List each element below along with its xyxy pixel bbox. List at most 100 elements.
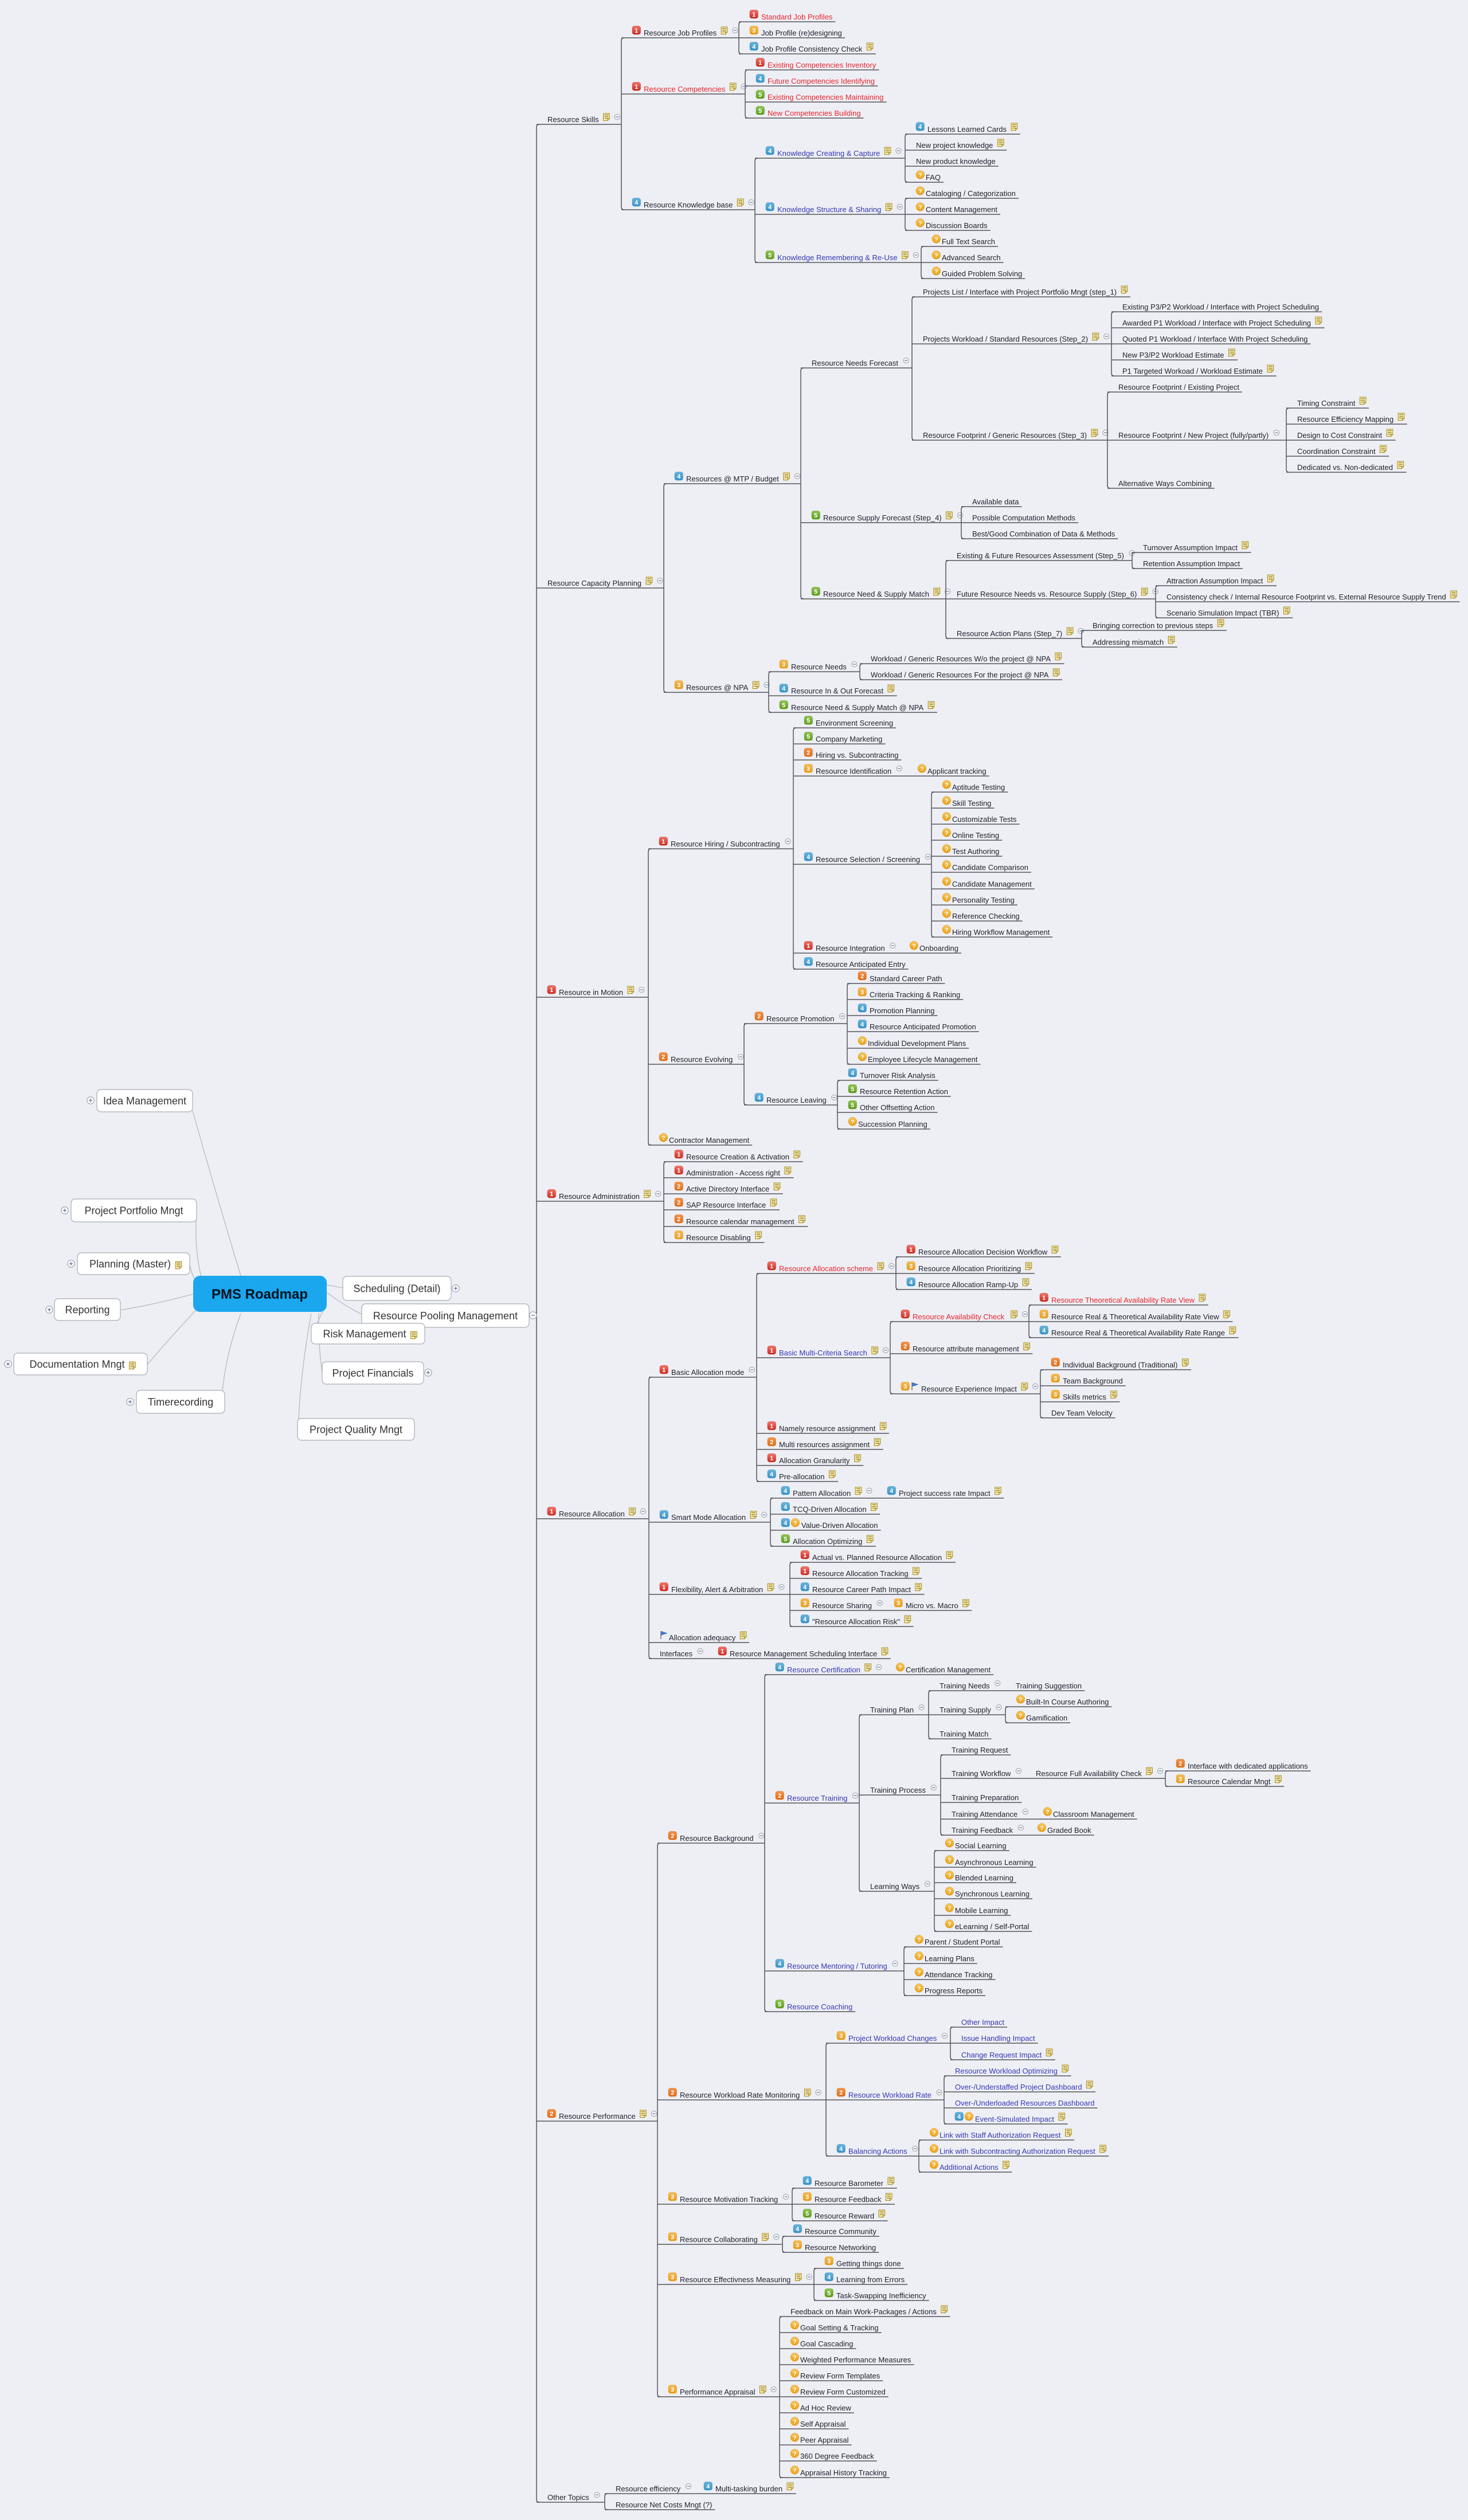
svg-text:Learning Plans: Learning Plans: [925, 1954, 974, 1963]
svg-text:Resource Motivation Tracking: Resource Motivation Tracking: [680, 2195, 778, 2204]
svg-text:Advanced Search: Advanced Search: [942, 253, 1001, 262]
svg-text:3: 3: [903, 1384, 907, 1390]
svg-text:?: ?: [945, 798, 948, 805]
svg-text:?: ?: [945, 927, 948, 934]
svg-text:Timerecording: Timerecording: [148, 1396, 213, 1408]
svg-text:?: ?: [945, 895, 948, 902]
svg-text:?: ?: [945, 830, 948, 837]
svg-text:Resource Competencies: Resource Competencies: [644, 85, 726, 93]
svg-text:Dev Team Velocity: Dev Team Velocity: [1051, 1409, 1113, 1417]
svg-text:Pre-allocation: Pre-allocation: [779, 1472, 825, 1481]
svg-text:"Resource Allocation Risk": "Resource Allocation Risk": [812, 1617, 900, 1626]
svg-text:Existing Competencies Inventor: Existing Competencies Inventory: [768, 61, 876, 69]
svg-text:Knowledge Remembering & Re-Use: Knowledge Remembering & Re-Use: [777, 253, 898, 262]
svg-text:Reference Checking: Reference Checking: [952, 912, 1020, 920]
svg-text:Resource Knowledge base: Resource Knowledge base: [644, 201, 733, 209]
svg-text:?: ?: [945, 814, 948, 821]
svg-text:Resource Hiring / Subcontracti: Resource Hiring / Subcontracting: [671, 840, 780, 848]
svg-text:Candidate Comparison: Candidate Comparison: [952, 863, 1028, 872]
svg-text:Resource Collaborating: Resource Collaborating: [680, 2235, 758, 2244]
svg-text:3: 3: [803, 1600, 807, 1607]
svg-text:1: 1: [909, 1247, 913, 1253]
svg-text:Interfaces: Interfaces: [660, 1649, 693, 1658]
svg-text:Resource Efficiency Mapping: Resource Efficiency Mapping: [1297, 415, 1393, 424]
svg-text:Coordination Constraint: Coordination Constraint: [1297, 447, 1376, 456]
svg-text:Job Profile (re)designing: Job Profile (re)designing: [761, 29, 842, 37]
svg-text:Contractor Management: Contractor Management: [669, 1136, 750, 1145]
svg-text:1: 1: [550, 987, 553, 994]
svg-text:3: 3: [1054, 1375, 1057, 1382]
svg-text:Reporting: Reporting: [65, 1304, 109, 1315]
svg-text:?: ?: [932, 2146, 935, 2153]
svg-text:Resource Footprint / Generic R: Resource Footprint / Generic Resources (…: [923, 431, 1087, 440]
svg-text:1: 1: [903, 1311, 907, 1318]
svg-text:4: 4: [890, 1488, 894, 1495]
svg-text:Resource Allocation Tracking: Resource Allocation Tracking: [812, 1569, 909, 1578]
svg-text:?: ?: [851, 1119, 854, 1126]
svg-text:Link with Staff Authorization: Link with Staff Authorization Request: [939, 2131, 1061, 2139]
svg-text:4: 4: [860, 1005, 864, 1012]
svg-text:3: 3: [1042, 1311, 1046, 1318]
svg-text:Over-/Understaffed Project Das: Over-/Understaffed Project Dashboard: [955, 2083, 1082, 2091]
svg-text:Future Resource Needs vs. Reso: Future Resource Needs vs. Resource Suppl…: [957, 590, 1137, 598]
svg-text:3: 3: [671, 2234, 674, 2241]
svg-text:Knowledge Creating & Capture: Knowledge Creating & Capture: [777, 149, 880, 158]
svg-text:Resource attribute management: Resource attribute management: [913, 1345, 1019, 1353]
svg-text:Getting things done: Getting things done: [836, 2259, 901, 2268]
svg-text:1: 1: [677, 1151, 680, 1158]
svg-text:?: ?: [793, 1520, 797, 1527]
svg-text:3: 3: [897, 1600, 900, 1607]
svg-text:Resource Identification: Resource Identification: [816, 767, 891, 775]
svg-text:Resource Net Costs Mngt (?): Resource Net Costs Mngt (?): [616, 2501, 712, 2509]
svg-text:4: 4: [851, 1070, 855, 1077]
svg-text:Resource Background: Resource Background: [680, 1834, 754, 1843]
svg-text:Resource Needs: Resource Needs: [791, 663, 847, 671]
svg-text:Resource Evolving: Resource Evolving: [671, 1055, 733, 1064]
svg-text:Asynchronous Learning: Asynchronous Learning: [955, 1858, 1034, 1867]
svg-text:Awarded P1 Workload / Interfac: Awarded P1 Workload / Interface with Pro…: [1122, 319, 1311, 327]
svg-text:Resource efficiency: Resource efficiency: [616, 2484, 681, 2493]
svg-text:2: 2: [677, 1183, 680, 1190]
svg-text:4: 4: [784, 1520, 788, 1527]
svg-text:Project Portfolio Mngt: Project Portfolio Mngt: [84, 1205, 183, 1216]
svg-text:Resource Need & Supply Match: Resource Need & Supply Match: [823, 590, 929, 598]
svg-text:Content Management: Content Management: [926, 205, 997, 214]
svg-text:Resource Theoretical Availabil: Resource Theoretical Availability Rate V…: [1051, 1296, 1195, 1304]
svg-text:4: 4: [778, 1664, 782, 1671]
svg-text:?: ?: [793, 2435, 796, 2441]
svg-text:Resources @ NPA: Resources @ NPA: [686, 683, 749, 692]
svg-text:Resource Effectivness Measurin: Resource Effectivness Measuring: [680, 2275, 790, 2284]
svg-text:5: 5: [778, 2001, 781, 2008]
svg-text:Performance Appraisal: Performance Appraisal: [680, 2388, 755, 2396]
svg-text:Training Needs: Training Needs: [939, 1682, 990, 1690]
svg-text:Standard Career Path: Standard Career Path: [870, 974, 942, 983]
svg-text:Quoted P1 Workload / Interface: Quoted P1 Workload / Interface With Proj…: [1122, 335, 1308, 343]
svg-text:2: 2: [677, 1216, 680, 1223]
svg-text:?: ?: [918, 172, 922, 179]
svg-text:?: ?: [945, 782, 948, 789]
svg-text:Multi resources assignment: Multi resources assignment: [779, 1440, 870, 1449]
svg-text:4: 4: [782, 685, 786, 692]
svg-text:Training Supply: Training Supply: [939, 1706, 991, 1714]
svg-text:4: 4: [768, 148, 772, 155]
svg-text:Classroom Management: Classroom Management: [1053, 1810, 1134, 1819]
svg-text:Other Impact: Other Impact: [961, 2018, 1005, 2027]
svg-text:Team Background: Team Background: [1063, 1377, 1123, 1385]
svg-text:Individual Background (Traditi: Individual Background (Traditional): [1063, 1361, 1177, 1369]
svg-text:3: 3: [671, 2274, 674, 2281]
svg-text:3: 3: [1054, 1392, 1057, 1398]
svg-text:Scenario Simulation Impact (TB: Scenario Simulation Impact (TBR): [1166, 609, 1279, 617]
svg-text:Other Topics: Other Topics: [547, 2493, 589, 2502]
svg-text:Online Testing: Online Testing: [952, 831, 999, 840]
svg-text:Pattern Allocation: Pattern Allocation: [793, 1489, 851, 1498]
svg-text:3: 3: [671, 2386, 674, 2393]
svg-text:Resource Anticipated Promotion: Resource Anticipated Promotion: [870, 1022, 976, 1031]
svg-text:4: 4: [706, 2483, 710, 2490]
svg-text:Learning from Errors: Learning from Errors: [836, 2275, 905, 2284]
svg-text:Full Text Search: Full Text Search: [942, 237, 995, 246]
svg-text:3: 3: [671, 2194, 674, 2201]
svg-text:Active Directory Interface: Active Directory Interface: [686, 1185, 769, 1193]
svg-text:Blended Learning: Blended Learning: [955, 1874, 1013, 1882]
svg-text:Onboarding: Onboarding: [919, 944, 958, 953]
svg-text:4: 4: [770, 1471, 774, 1478]
